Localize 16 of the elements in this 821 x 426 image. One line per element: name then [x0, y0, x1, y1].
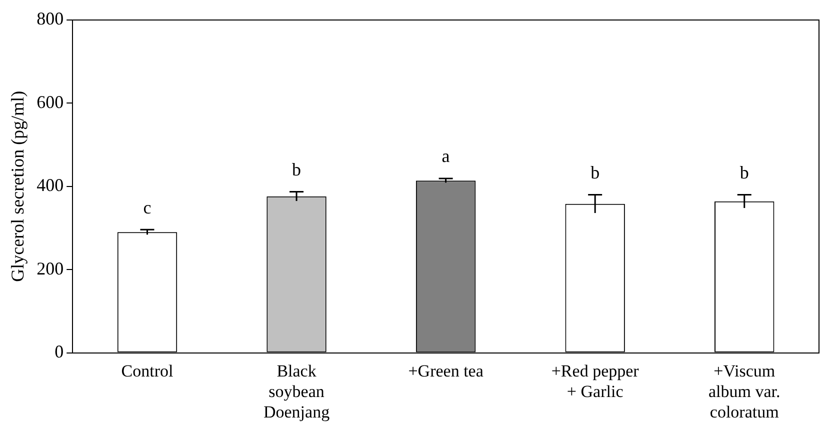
y-tick-label: 0: [54, 342, 64, 362]
x-tick-label: Black soybean Doenjang: [263, 361, 330, 422]
y-tick-label: 800: [36, 8, 64, 29]
annotation: b: [590, 162, 600, 182]
x-tick-label: +Viscum album var. coloratum: [708, 361, 780, 422]
annotation: a: [442, 146, 450, 166]
y-tick-label: 200: [36, 258, 64, 278]
annotation: b: [740, 162, 749, 182]
x-tick-label: +Green tea: [408, 361, 484, 380]
annotation: c: [143, 197, 152, 218]
annotation: b: [292, 160, 302, 180]
y-tick-label: 400: [36, 175, 64, 196]
x-tick-label: +Red pepper + Garlic: [551, 361, 640, 401]
x-tick-label: Control: [121, 361, 174, 380]
y-tick-label: 600: [36, 92, 64, 112]
y-axis-title: Glycerol secretion (pg/ml): [8, 90, 28, 282]
